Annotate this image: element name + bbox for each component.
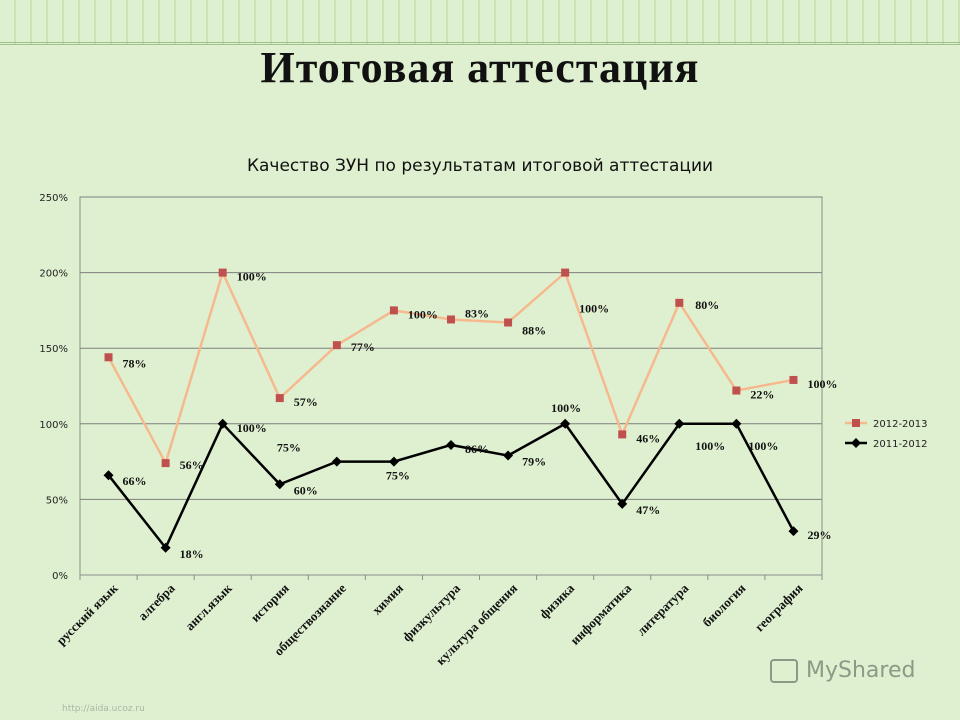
legend-marker-2011-2012	[851, 438, 861, 448]
series-2012-2013-data-label: 57%	[294, 395, 318, 409]
x-tick-label: физкультура	[399, 580, 463, 644]
series-2012-2013-point	[104, 353, 113, 362]
series-2011-2012-point	[731, 418, 742, 429]
y-tick-label: 150%	[39, 344, 68, 355]
series-2012-2013-data-label: 100%	[579, 302, 609, 316]
x-tick-label: история	[248, 581, 292, 625]
watermark-text: MyShared	[806, 658, 916, 683]
series-2012-2013-point	[447, 315, 455, 324]
series-2011-2012-point	[274, 479, 285, 490]
series-2011-2012-data-label: 66%	[123, 474, 147, 488]
legend-label-2011-2012: 2011-2012	[873, 439, 928, 450]
series-2012-2013-data-label: 56%	[180, 458, 204, 472]
series-2012-2013-data-label: 80%	[695, 298, 719, 312]
series-2011-2012-data-label: 79%	[522, 455, 546, 469]
series-2011-2012-point	[103, 470, 114, 481]
series-2012-2013-point	[732, 386, 741, 395]
series-2011-2012-point	[217, 418, 228, 429]
series-2011-2012-data-label: 18%	[180, 547, 204, 561]
series-2011-2012-point	[331, 456, 342, 467]
series-2012-2013-point	[332, 341, 341, 350]
series-2012-2013-data-label: 22%	[750, 388, 774, 402]
series-2011-2012-data-label: 100%	[551, 401, 581, 415]
x-tick-label: информатика	[567, 580, 635, 648]
series-2011-2012-point	[388, 456, 399, 467]
series-2011-2012-point	[617, 498, 628, 509]
legend-marker-2012-2013	[852, 419, 860, 427]
series-2012-2013-point	[504, 318, 513, 327]
x-tick-label: физика	[536, 580, 577, 621]
series-2011-2012-point	[560, 418, 571, 429]
decorative-header-band	[0, 0, 960, 45]
series-2011-2012-data-label: 100%	[748, 439, 778, 453]
series-2011-2012-point	[503, 450, 514, 461]
series-2012-2013-point	[561, 268, 570, 277]
series-2012-2013-data-label: 46%	[636, 431, 660, 445]
y-tick-label: 50%	[46, 495, 68, 506]
x-tick-label: литература	[634, 580, 692, 638]
y-tick-label: 200%	[39, 269, 68, 280]
series-2012-2013-data-label: 78%	[123, 356, 147, 370]
x-tick-label: русский язык	[53, 580, 121, 648]
series-2012-2013-data-label: 88%	[522, 323, 546, 337]
x-tick-label: биология	[699, 581, 748, 630]
series-2011-2012-data-label: 75%	[386, 469, 410, 483]
series-2011-2012-point	[674, 418, 685, 429]
x-tick-label: химия	[369, 581, 406, 618]
series-2011-2012-data-label: 60%	[294, 483, 318, 497]
series-2012-2013-data-label: 100%	[408, 307, 438, 321]
series-2012-2013-data-label: 100%	[237, 270, 267, 284]
series-2011-2012-point	[788, 526, 799, 537]
series-2012-2013-point	[275, 394, 284, 403]
chart-title: Качество ЗУН по результатам итоговой атт…	[246, 156, 714, 176]
series-2011-2012-data-label: 47%	[636, 503, 660, 517]
series-2012-2013-point	[218, 268, 227, 277]
series-2012-2013-point	[389, 306, 398, 315]
series-2012-2013-data-label: 83%	[465, 306, 489, 320]
series-2012-2013-point	[618, 430, 627, 439]
series-2011-2012-data-label: 29%	[807, 528, 831, 542]
x-tick-label: англ.язык	[182, 580, 235, 633]
series-2011-2012-data-label: 86%	[465, 442, 489, 456]
series-2011-2012-point	[160, 542, 171, 553]
series-2011-2012-data-label: 100%	[695, 439, 725, 453]
series-2012-2013-point	[161, 459, 170, 468]
series-2012-2013-data-label: 77%	[351, 340, 375, 354]
series-2011-2012-point	[446, 439, 456, 450]
x-tick-label: алгебра	[135, 580, 178, 623]
credit-text: http://aida.ucoz.ru	[62, 704, 145, 714]
x-tick-label: география	[752, 581, 806, 635]
plot-area	[79, 196, 823, 576]
series-2011-2012-data-label: 75%	[277, 441, 301, 455]
y-tick-label: 250%	[39, 193, 68, 204]
series-2012-2013-point	[789, 375, 798, 384]
slide-title: Итоговая аттестация	[260, 43, 700, 92]
y-tick-label: 0%	[52, 571, 68, 582]
legend-label-2012-2013: 2012-2013	[873, 419, 928, 430]
series-2012-2013-point	[675, 298, 684, 307]
series-2012-2013-data-label: 100%	[807, 377, 837, 391]
series-2011-2012-data-label: 100%	[237, 421, 267, 435]
presentation-icon	[770, 659, 798, 683]
y-tick-label: 100%	[39, 420, 68, 431]
